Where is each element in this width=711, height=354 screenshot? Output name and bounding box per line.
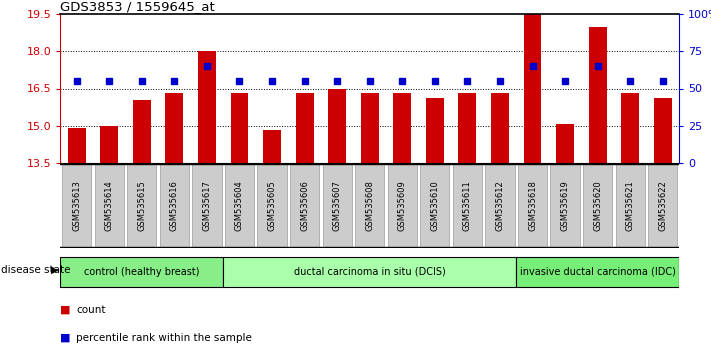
Bar <box>491 93 509 163</box>
Bar <box>263 130 281 163</box>
Bar <box>556 124 574 163</box>
Text: ▶: ▶ <box>51 265 59 275</box>
Bar <box>387 164 417 247</box>
Bar <box>127 164 156 247</box>
Bar <box>550 164 579 247</box>
Bar <box>523 14 542 163</box>
Text: GDS3853 / 1559645_at: GDS3853 / 1559645_at <box>60 0 215 13</box>
Text: GSM535609: GSM535609 <box>397 180 407 231</box>
Bar <box>426 98 444 163</box>
Bar <box>290 164 319 247</box>
Text: control (healthy breast): control (healthy breast) <box>84 267 200 277</box>
Bar <box>296 93 314 163</box>
Bar <box>648 164 678 247</box>
Bar <box>589 27 606 163</box>
Bar <box>225 164 254 247</box>
Text: GSM535622: GSM535622 <box>658 180 667 231</box>
Bar <box>323 164 352 247</box>
Bar <box>459 93 476 163</box>
Bar <box>192 164 222 247</box>
Bar <box>257 164 287 247</box>
Bar <box>100 126 118 163</box>
Bar <box>60 257 223 287</box>
Bar <box>420 164 449 247</box>
Text: invasive ductal carcinoma (IDC): invasive ductal carcinoma (IDC) <box>520 267 675 277</box>
Bar <box>328 88 346 163</box>
Text: disease state: disease state <box>1 265 70 275</box>
Text: GSM535619: GSM535619 <box>560 180 570 231</box>
Bar <box>230 93 248 163</box>
Bar <box>486 164 515 247</box>
Bar <box>518 164 547 247</box>
Text: GSM535615: GSM535615 <box>137 180 146 231</box>
Text: GSM535607: GSM535607 <box>333 180 342 231</box>
Text: ductal carcinoma in situ (DCIS): ductal carcinoma in situ (DCIS) <box>294 267 446 277</box>
Bar <box>68 128 85 163</box>
Bar <box>360 93 379 163</box>
Text: GSM535608: GSM535608 <box>365 180 374 231</box>
Bar <box>198 51 216 163</box>
Text: GSM535613: GSM535613 <box>73 180 81 231</box>
Text: GSM535620: GSM535620 <box>593 180 602 231</box>
Bar <box>95 164 124 247</box>
Bar <box>616 164 645 247</box>
Text: GSM535618: GSM535618 <box>528 180 537 231</box>
Text: GSM535610: GSM535610 <box>430 180 439 231</box>
Bar <box>453 164 482 247</box>
Bar <box>355 164 385 247</box>
Text: GSM535621: GSM535621 <box>626 180 635 231</box>
Text: GSM535612: GSM535612 <box>496 180 504 231</box>
Text: count: count <box>76 305 105 315</box>
Bar <box>160 164 189 247</box>
Text: ■: ■ <box>60 333 71 343</box>
Text: ■: ■ <box>60 305 71 315</box>
Text: GSM535614: GSM535614 <box>105 180 114 231</box>
Text: GSM535605: GSM535605 <box>267 180 277 231</box>
Bar <box>133 100 151 163</box>
Text: percentile rank within the sample: percentile rank within the sample <box>76 333 252 343</box>
Bar <box>393 93 411 163</box>
Text: GSM535606: GSM535606 <box>300 180 309 231</box>
Text: GSM535604: GSM535604 <box>235 180 244 231</box>
Bar <box>621 93 639 163</box>
Bar <box>223 257 516 287</box>
Bar <box>166 93 183 163</box>
Bar <box>583 164 612 247</box>
Bar <box>516 257 679 287</box>
Bar <box>62 164 91 247</box>
Bar <box>654 98 672 163</box>
Text: GSM535611: GSM535611 <box>463 180 472 231</box>
Text: GSM535617: GSM535617 <box>203 180 211 231</box>
Text: GSM535616: GSM535616 <box>170 180 179 231</box>
